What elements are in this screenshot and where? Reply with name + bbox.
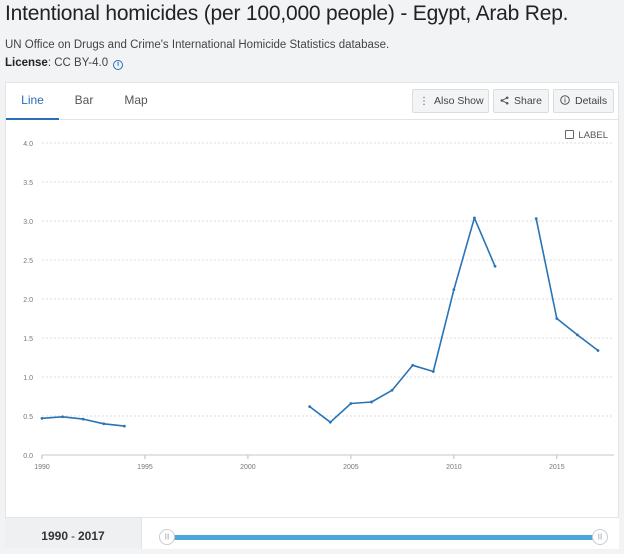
data-point[interactable]	[102, 422, 106, 426]
label-toggle[interactable]: LABEL	[565, 130, 608, 141]
series-lines	[41, 217, 599, 427]
slider-handle-start[interactable]: |||	[159, 529, 175, 545]
share-label: Share	[514, 95, 543, 107]
x-tick-label: 1990	[34, 464, 50, 471]
y-tick-label: 2.0	[23, 297, 33, 304]
data-point[interactable]	[473, 216, 476, 220]
share-icon	[500, 91, 509, 113]
label-checkbox[interactable]	[565, 130, 575, 139]
label-toggle-text: LABEL	[578, 130, 608, 141]
range-separator: -	[71, 529, 75, 543]
license-label: License	[5, 57, 48, 69]
y-tick-label: 2.5	[23, 258, 33, 265]
x-tick-label: 2000	[240, 464, 256, 471]
data-point[interactable]	[431, 370, 435, 373]
data-point[interactable]	[576, 333, 579, 337]
info-icon[interactable]: i	[113, 60, 124, 70]
data-point[interactable]	[40, 416, 44, 420]
data-point[interactable]	[122, 424, 126, 428]
tab-bar[interactable]: Bar	[74, 93, 94, 107]
data-point[interactable]	[411, 363, 415, 367]
more-vertical-icon: ⋮	[419, 96, 429, 107]
data-point[interactable]	[61, 415, 64, 419]
range-start: 1990	[41, 529, 68, 543]
grid-lines	[41, 142, 614, 459]
source-text: UN Office on Drugs and Crime's Internati…	[5, 39, 390, 51]
data-point[interactable]	[390, 388, 394, 392]
x-tick-label: 2005	[343, 464, 359, 471]
y-tick-label: 3.5	[23, 180, 33, 187]
chart-tab-bar: Line Bar Map ⋮ Also Show Share Details	[6, 83, 618, 120]
page-title: Intentional homicides (per 100,000 peopl…	[5, 2, 569, 25]
also-show-label: Also Show	[434, 95, 484, 107]
data-point[interactable]	[349, 402, 353, 405]
y-tick-labels: 0.0 0.5 1.0 1.5 2.0 2.5 3.0 3.5 4.0	[23, 141, 33, 460]
data-point[interactable]	[493, 264, 497, 268]
slider-handle-end[interactable]: |||	[592, 529, 608, 545]
series-line-segment	[535, 218, 599, 352]
x-tick-labels: 1990 1995 2000 2005 2010 2015	[34, 464, 564, 471]
license-line: License: CC BY-4.0 i	[5, 57, 124, 70]
slider-track[interactable]	[166, 535, 599, 540]
data-point[interactable]	[370, 400, 373, 404]
range-label: 1990-2017	[5, 518, 141, 549]
data-point[interactable]	[328, 420, 332, 424]
x-tick-label: 2010	[446, 464, 462, 471]
details-button[interactable]: Details	[553, 89, 614, 113]
y-tick-label: 1.5	[23, 336, 33, 343]
info-circle-icon	[560, 91, 570, 113]
details-label: Details	[575, 95, 608, 107]
range-end: 2017	[78, 529, 105, 543]
series-points	[40, 216, 600, 428]
x-tick-label: 2015	[549, 464, 565, 471]
tab-map[interactable]: Map	[124, 93, 148, 107]
tab-line[interactable]: Line	[6, 83, 59, 120]
series-line-segment	[309, 217, 496, 424]
year-range-slider[interactable]: ||| |||	[141, 518, 619, 549]
y-tick-label: 3.0	[23, 219, 33, 226]
data-point[interactable]	[452, 288, 456, 292]
x-tick-label: 1995	[137, 464, 153, 471]
share-button[interactable]: Share	[493, 89, 549, 113]
data-point[interactable]	[308, 405, 312, 409]
y-tick-label: 0.0	[23, 453, 33, 460]
y-tick-label: 4.0	[23, 141, 33, 148]
range-footer: 1990-2017 ||| |||	[5, 517, 619, 549]
data-point[interactable]	[596, 349, 600, 352]
data-point[interactable]	[534, 217, 538, 221]
chart-panel: Line Bar Map ⋮ Also Show Share Details LA…	[5, 82, 619, 548]
y-tick-label: 0.5	[23, 414, 33, 421]
y-tick-label: 1.0	[23, 375, 33, 382]
data-point[interactable]	[81, 417, 85, 421]
license-value: : CC BY-4.0	[47, 57, 109, 69]
also-show-button[interactable]: ⋮ Also Show	[412, 89, 489, 113]
data-point[interactable]	[555, 317, 559, 320]
